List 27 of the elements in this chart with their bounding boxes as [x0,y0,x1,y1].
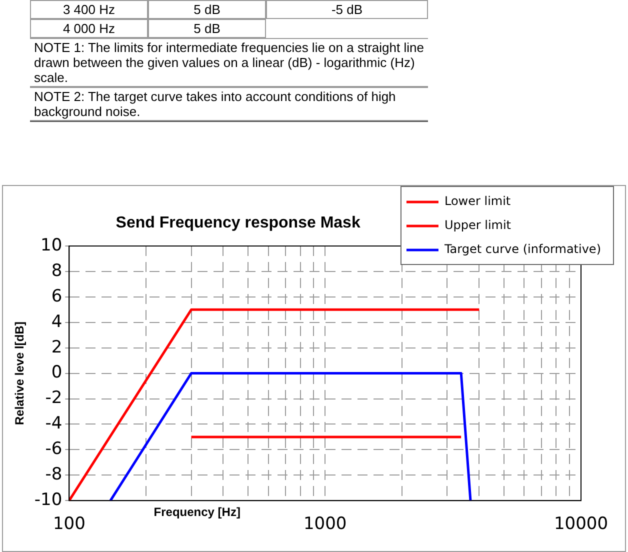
legend-label: Target curve (informative) [443,242,602,256]
text: NOTE 2: The target curve takes into account conditions of high background noise. [30,87,428,121]
chart-title: Send Frequency response Mask [116,214,360,232]
x-tick-label: 1000 [303,514,347,534]
y-tick-label: 8 [51,260,62,281]
text: 3 400 Hz [30,0,148,19]
y-tick-label: 0 [51,362,62,383]
y-tick-label: 2 [51,337,62,358]
legend-label: Lower limit [444,194,511,208]
y-tick-label: 10 [40,235,62,256]
text: 4 000 Hz [30,19,148,38]
x-axis-title: Frequency [Hz] [154,504,240,519]
text: 5 dB [148,19,266,38]
y-tick-label: -10 [34,490,62,510]
y-tick-label: 6 [51,286,62,306]
y-tick-label: -2 [45,388,62,408]
text: 5 dB [148,0,266,19]
y-tick-label: -4 [45,414,62,434]
x-tick-label: 10000 [554,514,608,534]
y-axis-title: Relative leve l[dB] [12,322,27,425]
legend-label: Upper limit [444,218,512,232]
y-tick-label: -6 [45,439,62,460]
y-tick-label: 4 [51,312,62,332]
x-tick-label: 100 [52,514,86,534]
y-tick-label: -8 [45,464,62,485]
text: NOTE 1: The limits for intermediate frequencies lie on a straight line drawn between the given values on a linear (dB) - logarithmic (Hz) scale. [30,38,428,87]
text: -5 dB [266,0,428,19]
